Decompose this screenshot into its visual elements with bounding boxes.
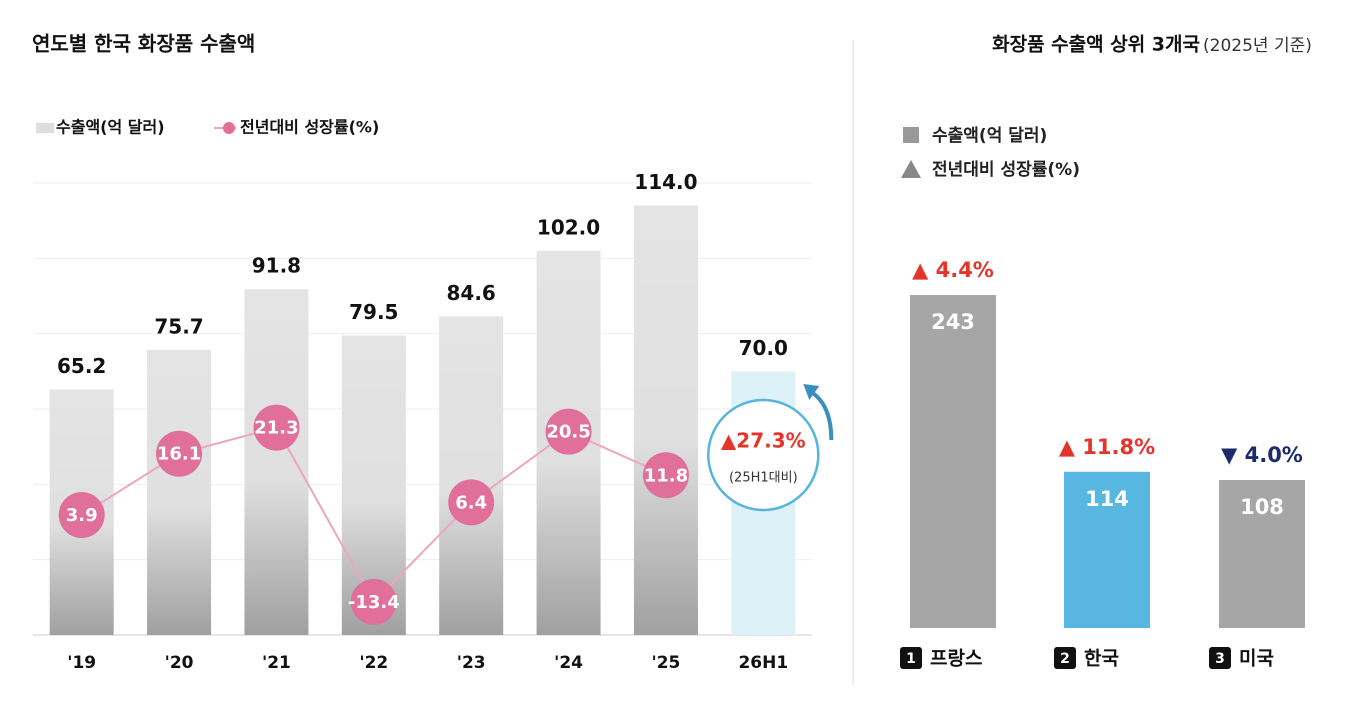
legend-dot xyxy=(223,122,235,134)
x-tick-label: 한국 xyxy=(1084,648,1119,670)
x-tick-label: '20 xyxy=(165,653,194,673)
bar-value-label: 84.6 xyxy=(447,281,496,305)
x-tick-label: '19 xyxy=(67,653,96,673)
bar-value-label: 243 xyxy=(931,310,975,334)
bar-value-label: 70.0 xyxy=(739,336,788,360)
rank-number: 1 xyxy=(906,651,916,667)
bar-value-label: 91.8 xyxy=(252,254,301,278)
bar xyxy=(1064,471,1150,628)
bar-shade xyxy=(633,205,698,635)
x-tick-label: 프랑스 xyxy=(930,648,982,670)
bar-value-label: 114 xyxy=(1085,487,1129,511)
right-chart: 수출액(억 달러) 전년대비 성장률(%) 243 ▲ 4.4% 1 프랑스 114 ▲ 11… xyxy=(900,125,1305,670)
chart-title: 연도별 한국 화장품 수출액 xyxy=(32,32,255,56)
growth-label: -13.4 xyxy=(348,592,400,613)
growth-label: 16.1 xyxy=(157,444,201,465)
growth-label: ▼ 4.0% xyxy=(1221,443,1303,467)
x-tick-label: '21 xyxy=(262,653,291,673)
rank-box xyxy=(900,647,922,669)
growth-dot xyxy=(448,479,495,526)
left-chart: 수출액(억 달러) 전년대비 성장률(%) 65.2 '19 75.7 '20 91.8 '2… xyxy=(33,118,834,673)
x-tick-label: '22 xyxy=(359,653,388,673)
x-tick-label: 미국 xyxy=(1239,648,1274,670)
legend-swatch xyxy=(36,123,54,133)
growth-label: 3.9 xyxy=(66,505,98,526)
bar-value-label: 102.0 xyxy=(537,215,600,239)
growth-dot xyxy=(350,578,397,625)
annotation-text: ▲27.3% xyxy=(721,429,806,453)
legend-label: 수출액(억 달러) xyxy=(56,118,165,137)
annotation-circle xyxy=(707,398,820,512)
chart-subtitle: (2025년 기준) xyxy=(1203,36,1312,56)
rank-box xyxy=(1209,647,1231,669)
x-tick-label: '25 xyxy=(652,653,681,673)
annotation-arrow xyxy=(810,390,834,441)
annotation-arrowhead xyxy=(803,384,820,400)
legend-swatch xyxy=(903,127,919,143)
bar-value-label: 79.5 xyxy=(349,300,398,324)
legend-label: 수출액(억 달러) xyxy=(932,125,1047,146)
bar-value-label: 114.0 xyxy=(634,170,697,194)
growth-label: 6.4 xyxy=(455,492,487,513)
x-tick-label: 26H1 xyxy=(738,653,788,673)
bar-shade xyxy=(244,289,309,635)
growth-dot xyxy=(58,491,105,538)
x-tick-label: '24 xyxy=(554,653,583,673)
rank-number: 3 xyxy=(1215,651,1225,667)
chart-title: 화장품 수출액 상위 3개국 xyxy=(992,34,1200,56)
legend-label: 전년대비 성장률(%) xyxy=(932,160,1080,180)
annotation-note: (25H1대비) xyxy=(729,471,798,486)
legend-triangle xyxy=(901,160,921,178)
growth-dot xyxy=(253,404,300,451)
x-tick-label: '23 xyxy=(457,653,486,673)
bar-value-label: 75.7 xyxy=(154,314,203,338)
bar-value-label: 108 xyxy=(1240,495,1284,519)
growth-dot xyxy=(545,408,592,455)
growth-label: 21.3 xyxy=(254,418,298,439)
bar-shade xyxy=(439,316,504,635)
growth-dot xyxy=(642,452,689,499)
bar-value-label: 65.2 xyxy=(57,354,106,378)
rank-box xyxy=(1054,647,1076,669)
rank-number: 2 xyxy=(1060,651,1070,667)
growth-label: 20.5 xyxy=(546,422,590,443)
growth-dot xyxy=(156,430,203,477)
bar xyxy=(910,295,996,628)
growth-label: ▲ 11.8% xyxy=(1059,435,1155,459)
bar xyxy=(1219,480,1305,628)
bar-shade xyxy=(147,349,212,635)
growth-label: 11.8 xyxy=(644,465,688,486)
growth-label: ▲ 4.4% xyxy=(912,258,994,282)
legend-label: 전년대비 성장률(%) xyxy=(240,118,379,137)
